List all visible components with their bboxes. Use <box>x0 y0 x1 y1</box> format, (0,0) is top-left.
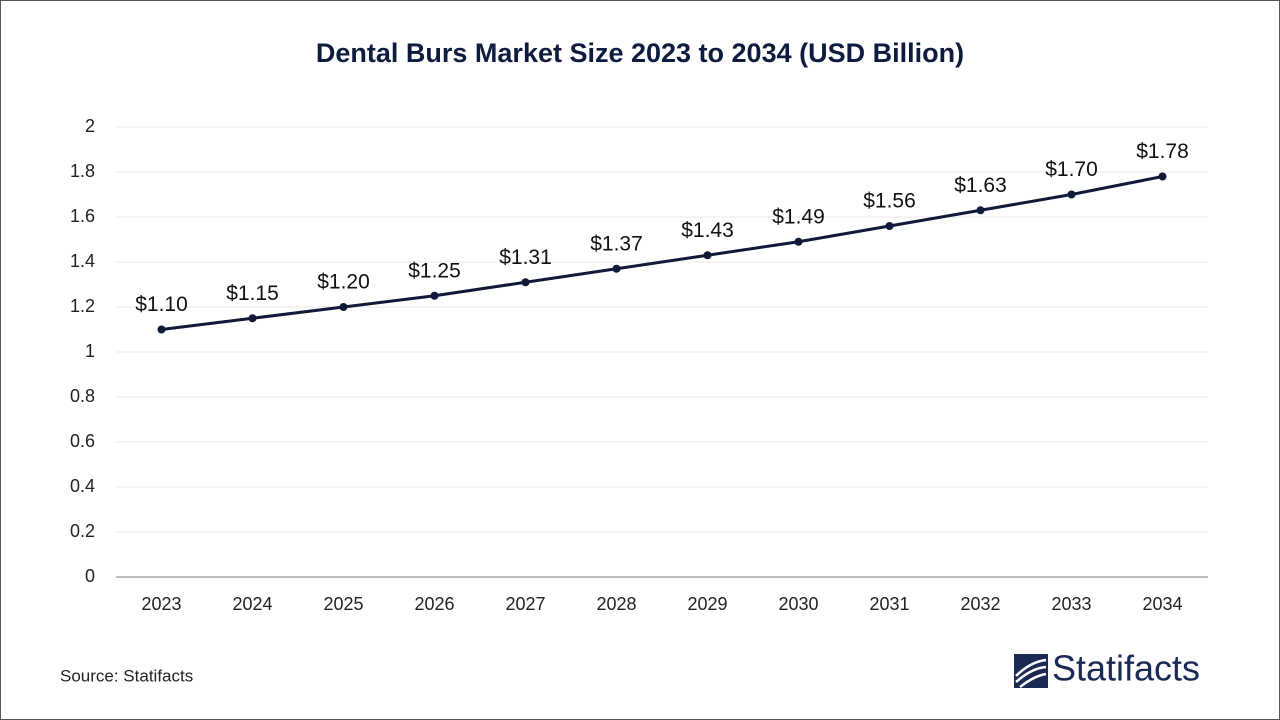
point <box>703 251 712 260</box>
data-label: $1.20 <box>317 271 370 294</box>
line <box>161 175 1163 331</box>
data-label: $1.37 <box>590 232 643 255</box>
data-label: $1.63 <box>954 174 1007 197</box>
data-label: $1.31 <box>499 246 552 269</box>
x-tick-label: 2032 <box>960 594 1000 614</box>
source: Source: Statifacts <box>60 666 193 685</box>
point <box>1067 190 1076 199</box>
data-label: $1.10 <box>135 293 188 316</box>
x-tick-label: 2023 <box>141 594 181 614</box>
x-tick-label: 2027 <box>505 594 545 614</box>
x-tick-label: 2025 <box>323 594 363 614</box>
point <box>157 325 166 334</box>
x-tick-label: 2034 <box>1142 594 1182 614</box>
y-tick-label: 1.6 <box>70 206 95 226</box>
data-label: $1.56 <box>863 190 916 213</box>
point <box>1158 172 1167 181</box>
x-tick-label: 2030 <box>778 594 818 614</box>
point <box>612 264 621 273</box>
data-label: $1.43 <box>681 219 734 242</box>
data-label: $1.70 <box>1045 158 1098 181</box>
y-tick-label: 1.2 <box>70 296 95 316</box>
y-tick-label: 2 <box>85 116 95 136</box>
data-label: $1.49 <box>772 205 825 228</box>
y-tick-label: 1 <box>85 341 95 361</box>
y-tick-label: 0.6 <box>70 431 95 451</box>
point <box>976 206 985 215</box>
data-label: $1.25 <box>408 259 461 282</box>
x-tick-label: 2033 <box>1051 594 1091 614</box>
y-tick-label: 0.4 <box>70 476 95 496</box>
data-label: $1.78 <box>1136 140 1189 163</box>
logo-text: Statifacts <box>1052 648 1200 689</box>
y-tick-label: 1.8 <box>70 161 95 181</box>
y-tick-label: 0 <box>85 566 95 586</box>
y-tick-label: 1.4 <box>70 251 95 271</box>
x-tick-label: 2024 <box>232 594 272 614</box>
x-tick-label: 2026 <box>414 594 454 614</box>
y-tick-label: 0.2 <box>70 521 95 541</box>
point <box>430 291 439 300</box>
point <box>521 278 530 287</box>
x-tick-label: 2031 <box>869 594 909 614</box>
point <box>339 303 348 311</box>
point <box>794 237 803 246</box>
x-tick-label: 2029 <box>687 594 727 614</box>
point <box>248 314 257 323</box>
point <box>885 222 894 230</box>
y-tick-label: 0.8 <box>70 386 95 406</box>
x-tick-label: 2028 <box>596 594 636 614</box>
chart-title: Dental Burs Market Size 2023 to 2034 (US… <box>316 38 964 68</box>
data-label: $1.15 <box>226 282 279 305</box>
logo: Statifacts <box>1014 648 1200 689</box>
logo-icon-lines <box>1015 658 1047 688</box>
